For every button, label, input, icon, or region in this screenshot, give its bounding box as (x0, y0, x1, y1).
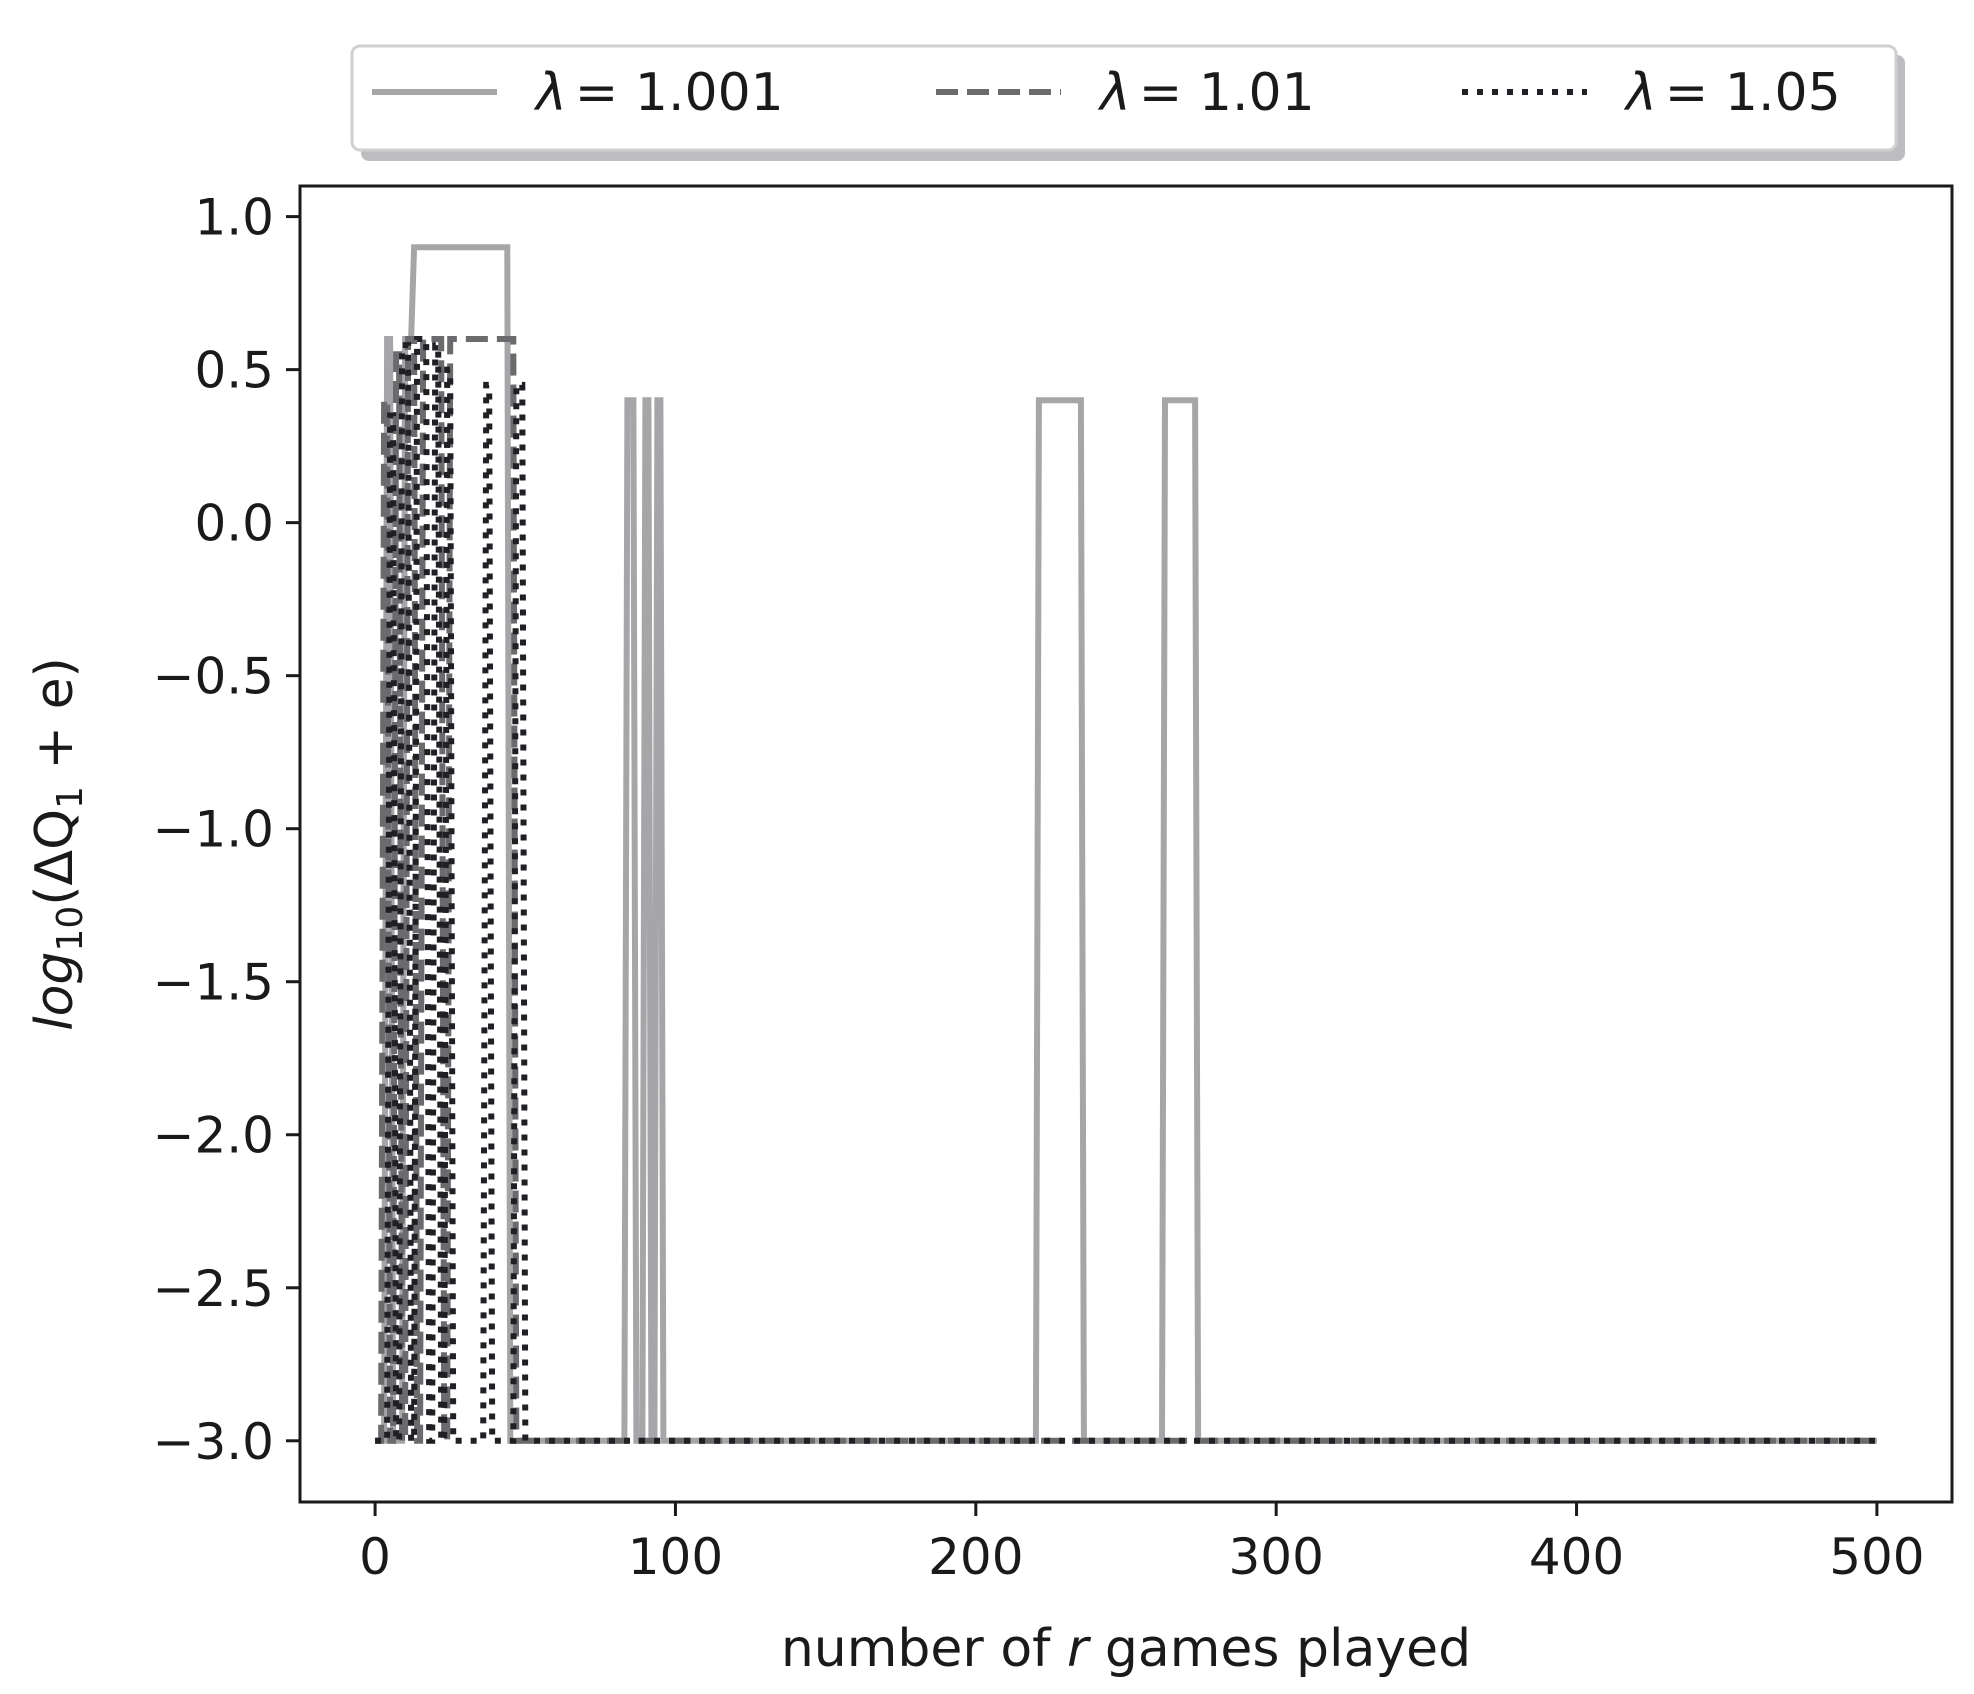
y-tick-label: 0.5 (194, 342, 274, 400)
y-tick-label: −1.0 (153, 801, 274, 859)
x-tick-label: 0 (359, 1528, 391, 1586)
x-axis-label: number of r games played (781, 1619, 1471, 1679)
x-tick-label: 200 (928, 1528, 1023, 1586)
y-tick-label: 1.0 (194, 189, 274, 247)
y-tick-label: −2.5 (153, 1260, 274, 1318)
y-tick-label: −0.5 (153, 648, 274, 706)
x-tick-label: 400 (1529, 1528, 1624, 1586)
plot-frame (298, 184, 1954, 1504)
y-tick-label: −3.0 (153, 1413, 274, 1471)
y-axis-label: log10(ΔQ1 + e) (25, 657, 91, 1031)
x-tick-label: 100 (628, 1528, 723, 1586)
y-tick-label: 0.0 (194, 495, 274, 553)
legend: λ = 1.001 λ = 1.01 λ = 1.05 (350, 44, 1905, 161)
legend-label-series-0: λ = 1.001 (533, 63, 784, 123)
y-tick-label: −2.0 (153, 1107, 274, 1165)
series-layer (375, 244, 1877, 1444)
series-line-2 (375, 336, 1877, 1444)
x-tick-label: 300 (1228, 1528, 1323, 1586)
legend-frame (350, 44, 1898, 152)
series-line-0 (375, 244, 1877, 1444)
series-line-1 (375, 336, 1877, 1444)
y-axis: 1.0 0.5 0.0 −0.5 −1.0 −1.5 −2.0 −2.5 −3.0 (153, 189, 300, 1471)
legend-label-series-2: λ = 1.05 (1623, 63, 1841, 123)
legend-label-series-1: λ = 1.01 (1097, 63, 1315, 123)
x-tick-label: 500 (1829, 1528, 1924, 1586)
x-axis: 0 100 200 300 400 500 (359, 1502, 1925, 1586)
y-tick-label: −1.5 (153, 954, 274, 1012)
